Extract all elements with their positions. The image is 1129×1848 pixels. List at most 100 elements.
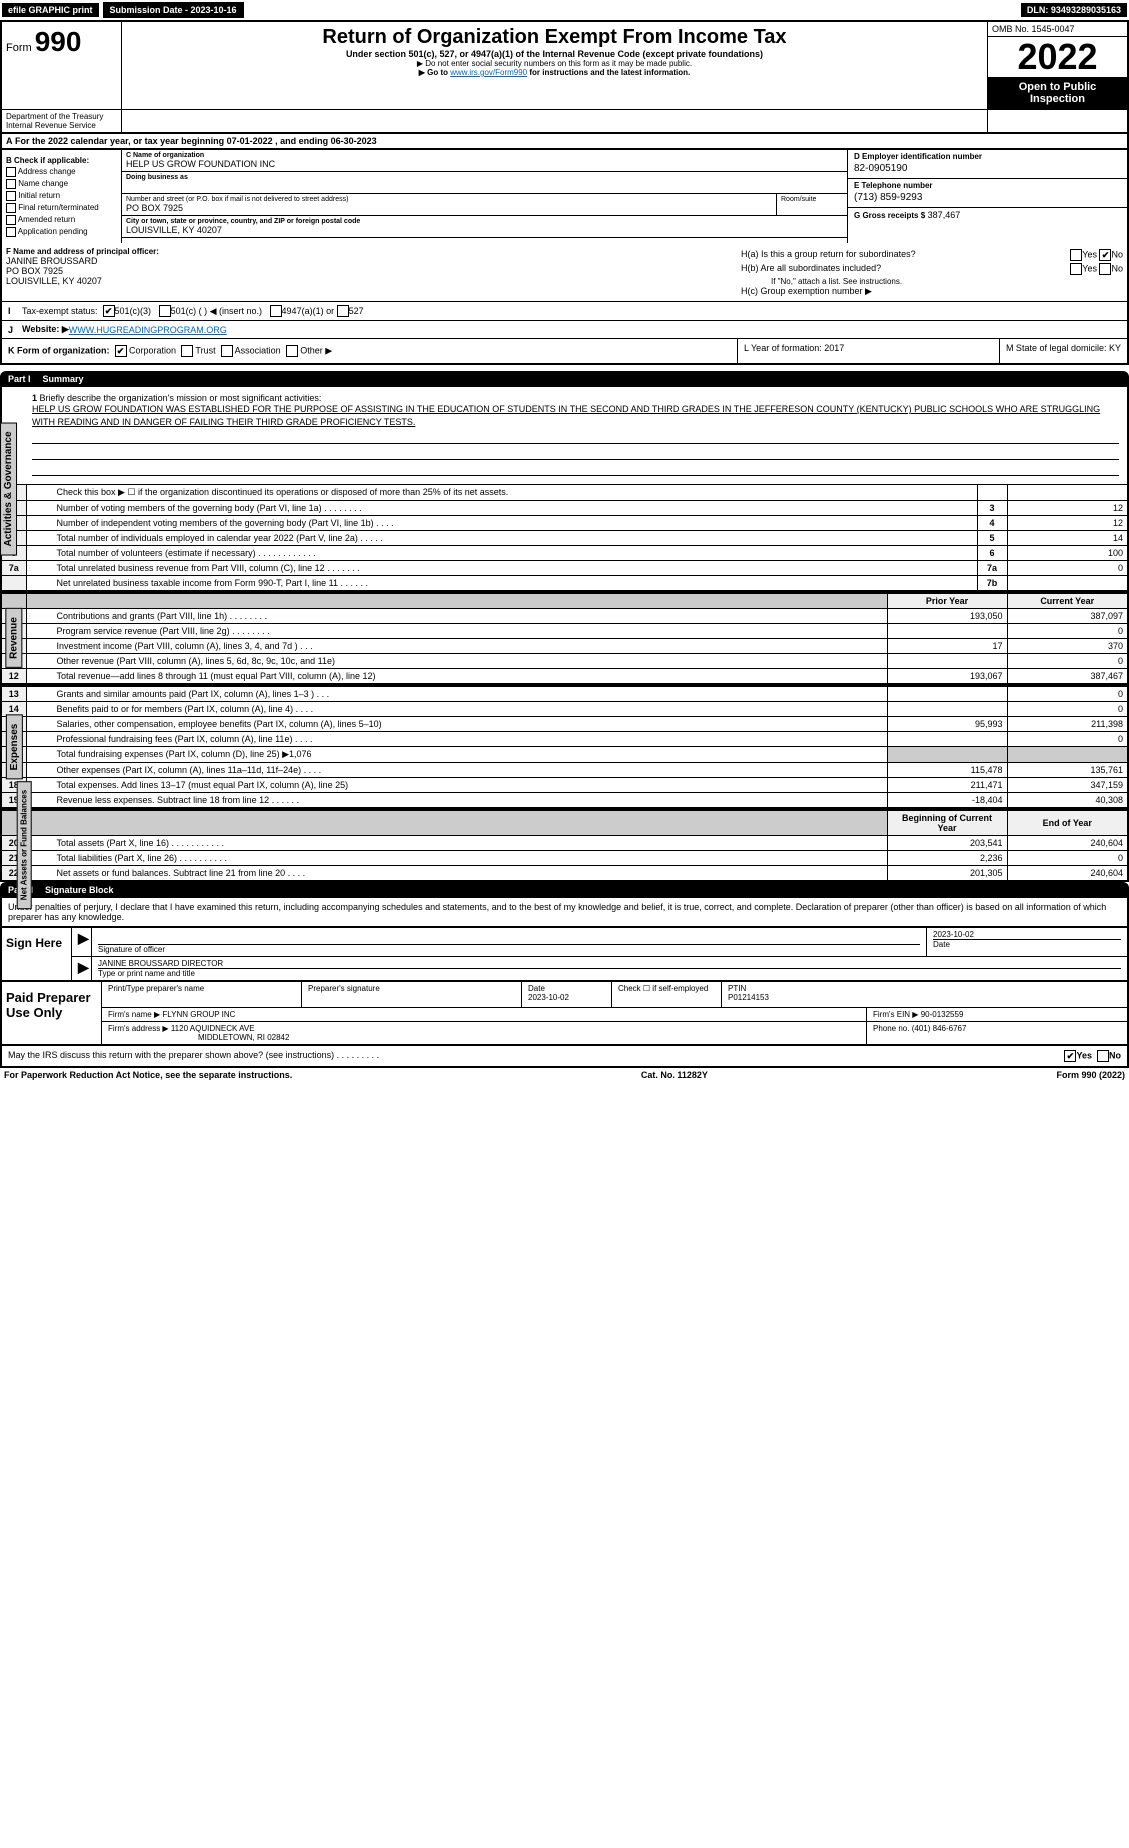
chk-amended[interactable] <box>6 215 16 225</box>
hc-label: H(c) Group exemption number ▶ <box>741 286 1123 297</box>
current-year-val: 211,398 <box>1007 717 1127 732</box>
current-year-val: 347,159 <box>1007 778 1127 793</box>
current-year-val: 387,097 <box>1007 609 1127 624</box>
activities-governance: Activities & Governance 1 Briefly descri… <box>0 387 1129 592</box>
prior-year-val: 211,471 <box>887 778 1007 793</box>
current-year-hdr: Current Year <box>1007 594 1127 609</box>
website-link[interactable]: WWW.HUGREADINGPROGRAM.ORG <box>69 325 227 335</box>
line-text: Total number of individuals employed in … <box>26 531 977 546</box>
chk-assoc[interactable] <box>221 345 233 357</box>
line-col-num <box>977 485 1007 501</box>
line-value: 14 <box>1007 531 1127 546</box>
discuss-question: May the IRS discuss this return with the… <box>8 1050 379 1062</box>
website-label: Website: ▶ <box>22 324 69 335</box>
col-de: D Employer identification number 82-0905… <box>847 150 1127 243</box>
prep-date: 2023-10-02 <box>528 993 605 1002</box>
hb-note: If "No," attach a list. See instructions… <box>741 277 1123 286</box>
hb-no-lbl: No <box>1111 263 1123 273</box>
i-label: I <box>8 306 22 316</box>
line-text: Net unrelated business taxable income fr… <box>26 576 977 591</box>
prior-year-val <box>887 687 1007 702</box>
lbl-addr-change: Address change <box>18 167 76 176</box>
a-line: A For the 2022 calendar year, or tax yea… <box>0 134 1129 150</box>
line-text: Revenue less expenses. Subtract line 18 … <box>26 793 887 808</box>
discuss-no[interactable] <box>1097 1050 1109 1062</box>
mission-label: Briefly describe the organization's miss… <box>40 393 322 403</box>
chk-4947[interactable] <box>270 305 282 317</box>
sign-right: ▶ Signature of officer 2023-10-02 Date ▶… <box>72 928 1127 980</box>
lbl-final: Final return/terminated <box>18 203 98 212</box>
officer-print-name: JANINE BROUSSARD DIRECTOR <box>98 959 1121 968</box>
fh-row: F Name and address of principal officer:… <box>0 243 1129 302</box>
line1-num: 1 <box>32 393 37 403</box>
current-year-val: 0 <box>1007 654 1127 669</box>
pra-notice: For Paperwork Reduction Act Notice, see … <box>4 1070 292 1080</box>
current-year-val: 0 <box>1007 702 1127 717</box>
website-row: J Website: ▶ WWW.HUGREADINGPROGRAM.ORG <box>0 321 1129 339</box>
line-text: Total unrelated business revenue from Pa… <box>26 561 977 576</box>
signature-intro: Under penalties of perjury, I declare th… <box>0 898 1129 928</box>
line-text: Salaries, other compensation, employee b… <box>26 717 887 732</box>
lbl-501c3: 501(c)(3) <box>115 306 152 316</box>
line-text: Total expenses. Add lines 13–17 (must eq… <box>26 778 887 793</box>
hb-label: H(b) Are all subordinates included? <box>741 263 881 275</box>
line-col-num: 5 <box>977 531 1007 546</box>
line-col-num: 7b <box>977 576 1007 591</box>
chk-initial[interactable] <box>6 191 16 201</box>
hb-no[interactable] <box>1099 263 1111 275</box>
phone-label: E Telephone number <box>854 181 1121 190</box>
chk-application[interactable] <box>6 227 16 237</box>
ha-yes-lbl: Yes <box>1082 249 1097 259</box>
officer-addr1: PO BOX 7925 <box>6 266 733 276</box>
gross-value: 387,467 <box>928 210 961 220</box>
lbl-corp: Corporation <box>129 345 176 355</box>
current-year-val: 387,467 <box>1007 669 1127 684</box>
line-text: Check this box ▶ ☐ if the organization d… <box>26 485 977 501</box>
prep-selfemp-label: Check ☐ if self-employed <box>618 984 715 993</box>
col-b-checks: B Check if applicable: Address change Na… <box>2 150 122 243</box>
ha-no[interactable]: ✔ <box>1099 249 1111 261</box>
line-text: Grants and similar amounts paid (Part IX… <box>26 687 887 702</box>
goto-post: for instructions and the latest informat… <box>527 68 690 77</box>
chk-501c[interactable] <box>159 305 171 317</box>
mission-block: 1 Briefly describe the organization's mi… <box>2 387 1127 484</box>
prior-year-val <box>887 702 1007 717</box>
street-value: PO BOX 7925 <box>126 203 772 213</box>
prep-name-label: Print/Type preparer's name <box>108 984 295 993</box>
phone-cell: E Telephone number (713) 859-9293 <box>848 179 1127 208</box>
line-text: Professional fundraising fees (Part IX, … <box>26 732 887 747</box>
expenses-section: Expenses 13Grants and similar amounts pa… <box>0 685 1129 809</box>
org-name-label: C Name of organization <box>126 152 843 159</box>
chk-corp[interactable]: ✔ <box>115 345 127 357</box>
chk-final[interactable] <box>6 203 16 213</box>
ha-yes[interactable] <box>1070 249 1082 261</box>
eoy-val: 240,604 <box>1007 866 1127 881</box>
irs-link[interactable]: www.irs.gov/Form990 <box>450 68 527 77</box>
tax-status-label: Tax-exempt status: <box>22 306 98 316</box>
current-year-val: 135,761 <box>1007 763 1127 778</box>
line-text: Other expenses (Part IX, column (A), lin… <box>26 763 887 778</box>
chk-other[interactable] <box>286 345 298 357</box>
discuss-yes[interactable]: ✔ <box>1064 1050 1076 1062</box>
a-line-text: For the 2022 calendar year, or tax year … <box>15 136 377 146</box>
line-text: Total liabilities (Part X, line 26) . . … <box>26 851 887 866</box>
prior-year-val <box>887 654 1007 669</box>
print-name-label: Type or print name and title <box>98 968 1121 978</box>
line-text: Total revenue—add lines 8 through 11 (mu… <box>26 669 887 684</box>
chk-trust[interactable] <box>181 345 193 357</box>
discuss-yes-lbl: Yes <box>1076 1051 1092 1061</box>
eoy-val: 240,604 <box>1007 836 1127 851</box>
chk-527[interactable] <box>337 305 349 317</box>
cat-no: Cat. No. 11282Y <box>641 1070 708 1080</box>
hb-yes[interactable] <box>1070 263 1082 275</box>
chk-name[interactable] <box>6 179 16 189</box>
chk-501c3[interactable]: ✔ <box>103 305 115 317</box>
prior-year-val: 95,993 <box>887 717 1007 732</box>
firm-phone: (401) 846-6767 <box>912 1024 967 1033</box>
chk-address[interactable] <box>6 167 16 177</box>
line-text: Total fundraising expenses (Part IX, col… <box>26 747 887 763</box>
arrow-icon-2: ▶ <box>78 959 89 975</box>
lbl-application: Application pending <box>18 227 88 236</box>
line-text: Total assets (Part X, line 16) . . . . .… <box>26 836 887 851</box>
sig-date-label: Date <box>933 939 1121 949</box>
